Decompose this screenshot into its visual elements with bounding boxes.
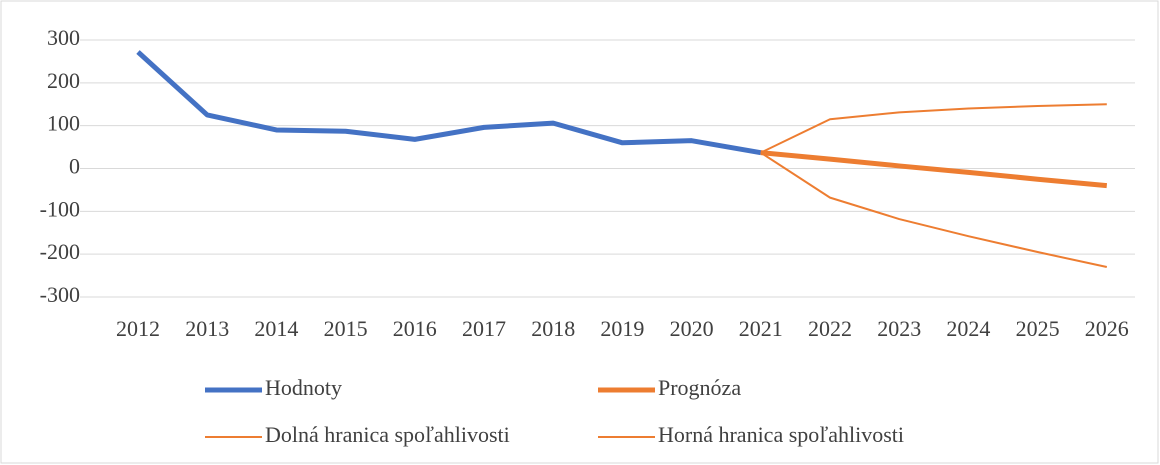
x-tick-label: 2014 (254, 316, 298, 341)
x-tick-label: 2019 (600, 316, 644, 341)
x-tick-label: 2024 (946, 316, 990, 341)
x-tick-label: 2025 (1016, 316, 1060, 341)
x-tick-label: 2015 (324, 316, 368, 341)
y-tick-label: -300 (40, 282, 80, 307)
x-tick-label: 2020 (670, 316, 714, 341)
x-tick-label: 2023 (877, 316, 921, 341)
y-tick-label: 300 (47, 25, 80, 50)
series-line (760, 103, 1107, 154)
y-tick-label: 0 (69, 154, 80, 179)
legend-label: Dolná hranica spoľahlivosti (265, 422, 510, 447)
x-tick-label: 2022 (808, 316, 852, 341)
x-tick-label: 2017 (462, 316, 506, 341)
y-tick-label: -100 (40, 196, 80, 221)
legend-label: Horná hranica spoľahlivosti (658, 422, 904, 447)
x-tick-label: 2026 (1085, 316, 1129, 341)
x-tick-label: 2018 (531, 316, 575, 341)
x-tick-label: 2013 (185, 316, 229, 341)
series-line (760, 151, 1108, 268)
x-tick-label: 2016 (393, 316, 437, 341)
series-line (136, 50, 762, 156)
y-tick-label: 200 (47, 68, 80, 93)
legend-label: Hodnoty (265, 375, 342, 400)
x-tick-label: 2012 (116, 316, 160, 341)
y-tick-label: -200 (40, 239, 80, 264)
y-tick-label: 100 (47, 111, 80, 136)
series-line (760, 150, 1108, 189)
legend-label: Prognóza (658, 375, 741, 400)
x-tick-label: 2021 (739, 316, 783, 341)
